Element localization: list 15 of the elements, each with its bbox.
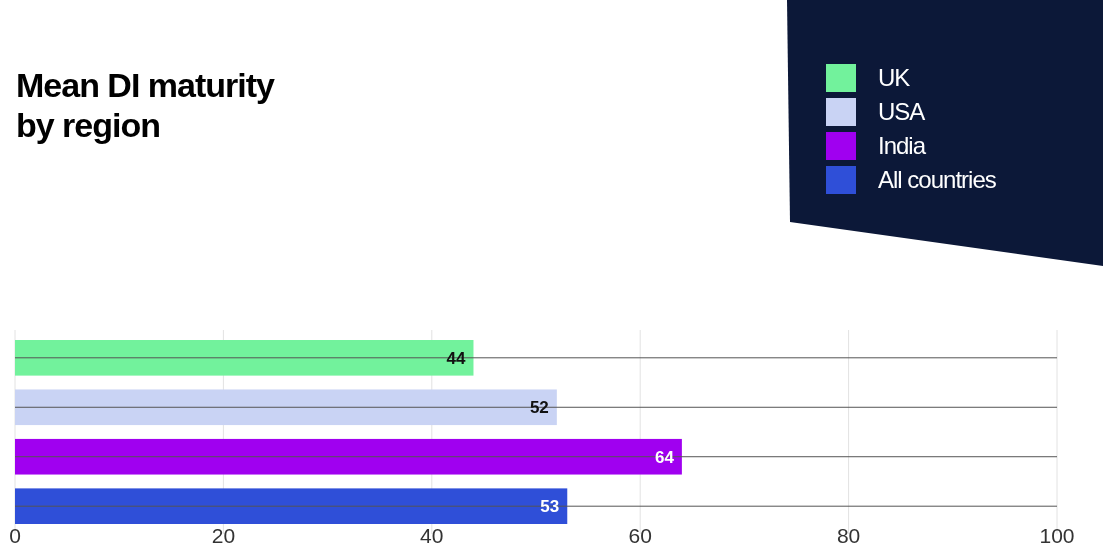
chart-title: Mean DI maturity by region (16, 66, 276, 144)
x-tick-label: 100 (1039, 524, 1075, 547)
x-tick-label: 40 (420, 524, 444, 547)
legend-label: All countries (878, 166, 997, 193)
data-label: 53 (540, 497, 560, 517)
data-label: 64 (654, 447, 675, 467)
x-tick-label: 0 (9, 524, 21, 547)
x-tick-label: 60 (628, 524, 652, 547)
legend-label: UK (878, 64, 911, 91)
legend-label: USA (878, 98, 926, 125)
x-tick-label: 80 (836, 524, 861, 547)
x-tick-label: 20 (211, 524, 236, 547)
data-label: 44 (446, 348, 467, 368)
data-label: 52 (529, 398, 549, 418)
legend-label: India (878, 132, 927, 159)
